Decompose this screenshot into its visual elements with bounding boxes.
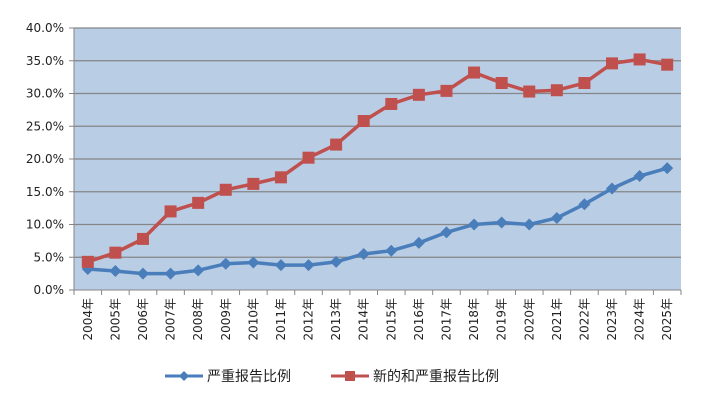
y-axis: 0.0% 5.0% 10.0% 15.0% 20.0% 25.0% 30.0% 35.0% 40…: [26, 21, 75, 297]
square-marker-icon: [357, 115, 370, 128]
square-marker-icon: [440, 84, 453, 97]
legend-item-severe: 严重报告比例: [165, 366, 291, 386]
diamond-marker-icon: [164, 267, 177, 280]
diamond-marker-icon: [578, 198, 591, 211]
legend-label-severe: 严重报告比例: [207, 369, 291, 385]
diamond-marker-icon: [385, 244, 398, 257]
x-tick-label: 2025年: [660, 298, 674, 341]
diamond-marker-icon: [523, 218, 536, 231]
diamond-marker-icon: [219, 257, 232, 270]
x-tick-label: 2016年: [412, 298, 426, 341]
x-tick-label: 2011年: [274, 298, 288, 341]
x-tick-label: 2021年: [550, 298, 564, 341]
series-line: [87, 57, 668, 264]
x-tick-label: 2007年: [164, 298, 178, 341]
x-tick-label: 2010年: [246, 298, 260, 341]
diamond-marker-icon: [192, 264, 205, 277]
gridlines: [74, 27, 681, 258]
square-marker-icon: [550, 84, 563, 97]
diamond-marker-icon: [440, 226, 453, 239]
diamond-marker-icon: [302, 259, 315, 272]
diamond-marker-icon: [330, 255, 343, 268]
square-marker-icon: [302, 151, 315, 164]
series-line: [87, 166, 668, 276]
x-tick-label: 2004年: [81, 298, 95, 341]
diamond-marker-icon: [412, 236, 425, 249]
y-tick-label: 25.0%: [26, 119, 64, 133]
square-marker-icon: [606, 57, 619, 70]
diamond-marker-icon: [495, 216, 508, 229]
x-tick-label: 2005年: [108, 298, 122, 341]
x-axis: 2004年 2005年 2006年 2007年 2008年 2009年 2010年 2011年…: [73, 289, 682, 341]
square-marker-icon: [274, 171, 287, 184]
x-tick-label: 2008年: [191, 298, 205, 341]
square-marker-icon: [164, 205, 177, 218]
square-marker-icon: [219, 183, 232, 196]
x-tick-label: 2015年: [384, 298, 398, 341]
x-tick-label: 2014年: [357, 298, 371, 341]
x-tick-label: 2013年: [329, 298, 343, 341]
x-tick-label: 2024年: [633, 298, 647, 341]
y-tick-label: 30.0%: [26, 87, 64, 101]
diamond-marker-icon: [661, 162, 674, 175]
x-tick-label: 2017年: [439, 298, 453, 341]
square-marker-icon: [331, 371, 369, 381]
legend-label-new-and-severe: 新的和严重报告比例: [373, 369, 499, 385]
square-marker-icon: [468, 66, 481, 79]
diamond-marker-icon: [165, 371, 203, 381]
x-tick-label: 2006年: [136, 298, 150, 341]
x-tick-label: 2020年: [522, 298, 536, 341]
square-marker-icon: [136, 232, 149, 245]
diamond-marker-icon: [550, 211, 563, 224]
x-tick-label: 2012年: [302, 298, 316, 341]
diamond-marker-icon: [274, 259, 287, 272]
square-marker-icon: [633, 53, 646, 66]
y-tick-label: 20.0%: [26, 152, 64, 166]
square-marker-icon: [661, 58, 674, 71]
square-marker-icon: [578, 77, 591, 90]
x-tick-label: 2009年: [219, 298, 233, 341]
diamond-marker-icon: [109, 265, 122, 278]
square-marker-icon: [109, 246, 122, 259]
y-tick-label: 15.0%: [26, 185, 64, 199]
square-marker-icon: [192, 196, 205, 209]
y-tick-label: 10.0%: [26, 218, 64, 232]
square-marker-icon: [385, 97, 398, 110]
diamond-marker-icon: [468, 218, 481, 231]
x-tick-label: 2022年: [577, 298, 591, 341]
square-marker-icon: [495, 77, 508, 90]
x-tick-label: 2019年: [495, 298, 509, 341]
diamond-marker-icon: [633, 170, 646, 183]
diamond-marker-icon: [136, 267, 149, 280]
diamond-marker-icon: [357, 247, 370, 260]
series-lines: [81, 53, 674, 280]
diamond-marker-icon: [247, 256, 260, 269]
y-tick-label: 0.0%: [34, 283, 65, 297]
square-marker-icon: [247, 177, 260, 190]
square-marker-icon: [330, 138, 343, 151]
y-tick-label: 35.0%: [26, 54, 64, 68]
square-marker-icon: [523, 85, 536, 98]
diamond-marker-icon: [606, 182, 619, 195]
square-marker-icon: [412, 88, 425, 101]
y-tick-label: 5.0%: [34, 250, 65, 264]
square-marker-icon: [81, 255, 94, 268]
x-tick-label: 2018年: [467, 298, 481, 341]
x-tick-label: 2023年: [605, 298, 619, 341]
legend-item-new-and-severe: 新的和严重报告比例: [331, 366, 499, 386]
y-tick-label: 40.0%: [26, 21, 64, 35]
legend: 严重报告比例 新的和严重报告比例: [165, 366, 499, 386]
